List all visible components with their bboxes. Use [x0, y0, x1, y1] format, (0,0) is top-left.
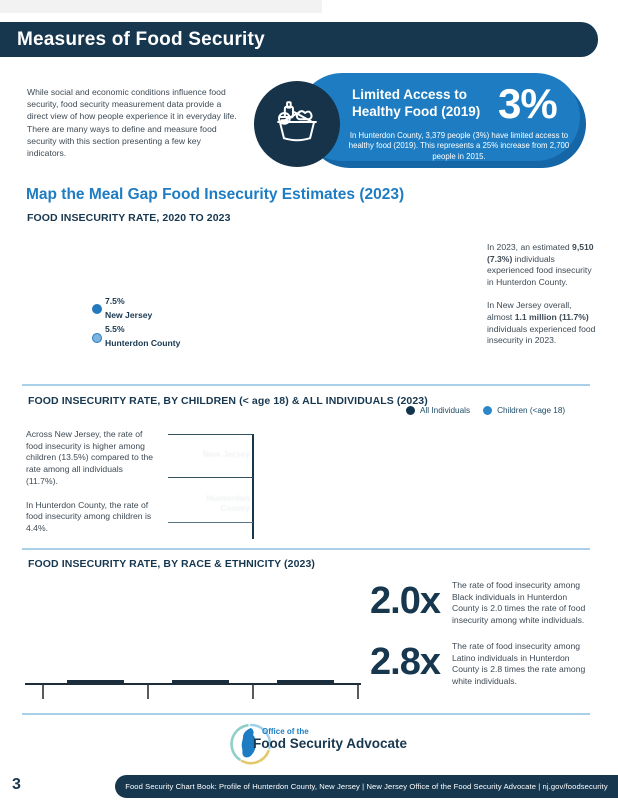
race-chart-tick [357, 685, 359, 699]
badge-icon-circle [254, 81, 340, 167]
marker-name: Hunterdon County [105, 337, 181, 348]
marker-label-new-jersey: 7.5% New Jersey [105, 295, 152, 322]
marker-value: 5.5% [105, 324, 125, 334]
children-chart-gridline [168, 434, 253, 435]
badge-title-line2: Healthy Food (2019) [352, 104, 481, 119]
legend-label: All Individuals [420, 406, 471, 415]
marker-name: New Jersey [105, 309, 153, 320]
children-chart-subtitle: FOOD INSECURITY RATE, BY CHILDREN (< age… [28, 395, 428, 407]
top-gray-strip [0, 0, 322, 13]
children-chart-gridline [168, 477, 253, 478]
intro-paragraph: While social and economic conditions inf… [27, 87, 237, 159]
legend-dot-icon [483, 406, 493, 415]
legend-item-children: Children (<age 18) [483, 406, 565, 415]
race-chart-tick [252, 685, 254, 699]
page-title: Measures of Food Security [17, 28, 265, 50]
picnic-basket-icon [270, 95, 324, 154]
trend-note-nj: In New Jersey overall, almost 1.1 millio… [487, 300, 596, 346]
badge-title: Limited Access to Healthy Food (2019) [352, 86, 480, 120]
limited-access-badge [298, 73, 580, 161]
data-point-hunterdon-county [92, 333, 102, 343]
children-note-block: Across New Jersey, the rate of food inse… [26, 429, 156, 535]
stat-text-black: The rate of food insecurity among Black … [452, 580, 586, 625]
footer-bar: Food Security Chart Book: Profile of Hun… [115, 775, 618, 798]
trend-note-2023: In 2023, an estimated 9,510 (7.3%) indiv… [487, 242, 594, 287]
legend-dot-icon [406, 406, 415, 415]
children-chart-axis [252, 434, 254, 539]
children-chart-ghost-label: New Jersey [202, 449, 250, 459]
marker-label-hunterdon-county: 5.5% Hunterdon County [105, 323, 180, 350]
badge-description: In Hunterdon County, 3,379 people (3%) h… [348, 131, 570, 161]
stat-value-latino: 2.8x [370, 641, 441, 683]
race-chart-subtitle: FOOD INSECURITY RATE, BY RACE & ETHNICIT… [28, 558, 315, 570]
section-divider [22, 384, 590, 386]
section-divider [22, 548, 590, 550]
race-chart-tick [42, 685, 44, 699]
children-note-hunterdon: In Hunterdon County, the rate of food in… [26, 499, 152, 533]
chart-legend: All Individuals Children (<age 18) [406, 406, 565, 415]
data-point-new-jersey [92, 304, 102, 314]
race-chart-bar-top [277, 680, 334, 683]
nj-state-seal-icon [228, 721, 274, 767]
stat-text-latino: The rate of food insecurity among Latino… [452, 641, 586, 686]
legend-item-all-individuals: All Individuals [406, 406, 470, 415]
badge-stat-value: 3% [498, 80, 558, 127]
trend-note-block: In 2023, an estimated 9,510 (7.3%) indiv… [487, 242, 599, 347]
logo-office-of-the: Office of the [262, 727, 309, 736]
marker-value: 7.5% [105, 296, 125, 306]
race-chart-bar-top [172, 680, 229, 683]
logo-food-security-advocate: Food Security Advocate [253, 736, 408, 751]
footer-text: Food Security Chart Book: Profile of Hun… [125, 782, 608, 791]
section-heading: Map the Meal Gap Food Insecurity Estimat… [26, 186, 405, 203]
badge-title-line1: Limited Access to [352, 87, 468, 102]
page-title-bar: Measures of Food Security [0, 22, 598, 57]
race-chart-axis [25, 683, 361, 685]
stat-value-black: 2.0x [370, 580, 441, 622]
footer-divider [22, 713, 590, 715]
page-number: 3 [12, 776, 21, 793]
children-note-nj: Across New Jersey, the rate of food inse… [26, 429, 154, 486]
children-chart-gridline [168, 522, 253, 523]
children-chart-ghost-label: Hunterdon County [206, 493, 250, 513]
legend-label: Children (<age 18) [497, 406, 566, 415]
race-chart-tick [147, 685, 149, 699]
race-chart-bar-top [67, 680, 124, 683]
trend-chart-subtitle: FOOD INSECURITY RATE, 2020 TO 2023 [27, 212, 231, 224]
